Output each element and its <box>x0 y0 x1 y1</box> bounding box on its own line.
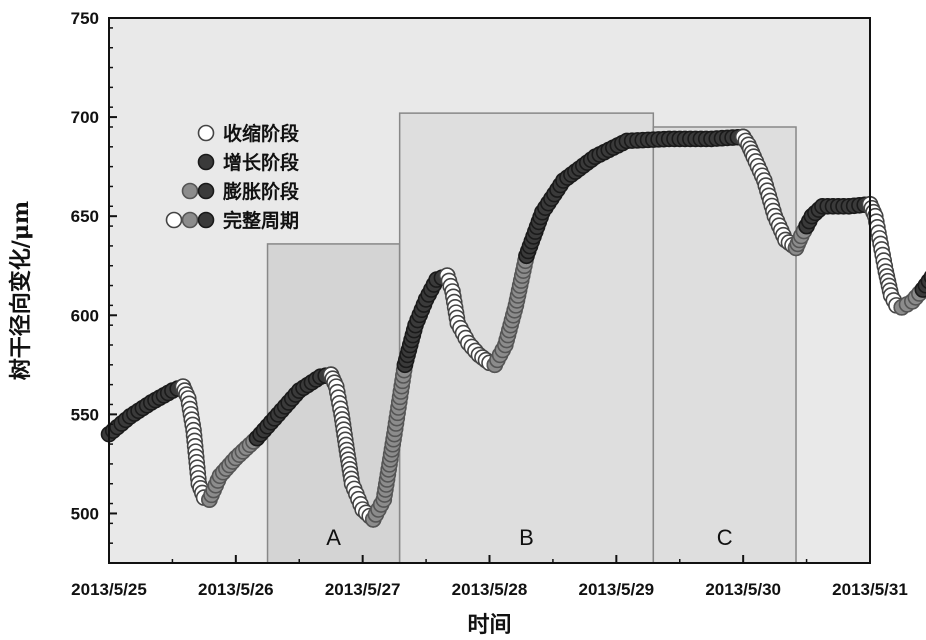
legend-marker-growth <box>197 211 215 229</box>
x-tick-label: 2013/5/25 <box>71 580 147 599</box>
y-axis: 500 550 600 650 700 750 <box>71 9 117 564</box>
region-b <box>398 112 655 564</box>
x-tick-label: 2013/5/30 <box>705 580 781 599</box>
legend-marker-growth <box>197 153 215 171</box>
legend-marker-growth <box>197 182 215 200</box>
x-axis-title: 时间 <box>467 612 511 638</box>
y-tick-label: 550 <box>71 405 99 424</box>
x-tick-label: 2013/5/31 <box>832 580 908 599</box>
x-tick-label: 2013/5/28 <box>452 580 528 599</box>
region-label-a: A <box>326 525 341 550</box>
y-tick-label: 700 <box>71 108 99 127</box>
y-tick-label: 600 <box>71 306 99 325</box>
y-tick-label: 650 <box>71 207 99 226</box>
legend-marker-expansion <box>181 211 199 229</box>
legend-label: 收缩阶段 <box>223 122 300 145</box>
x-tick-label: 2013/5/26 <box>198 580 274 599</box>
data-points <box>100 128 926 528</box>
region-label-c: C <box>717 525 733 550</box>
legend-marker-contraction <box>165 211 183 229</box>
y-axis-title: 树干径向变化/μm <box>8 201 34 380</box>
x-axis: 2013/5/25 2013/5/26 2013/5/27 2013/5/28 2013… <box>71 555 908 599</box>
legend-label: 增长阶段 <box>223 151 300 174</box>
y-tick-label: 750 <box>71 9 99 28</box>
y-tick-label: 500 <box>71 504 99 523</box>
legend-label: 膨胀阶段 <box>222 180 300 203</box>
x-tick-label: 2013/5/29 <box>579 580 655 599</box>
legend-marker-contraction <box>197 124 215 142</box>
legend-label: 完整周期 <box>223 209 299 232</box>
x-tick-label: 2013/5/27 <box>325 580 401 599</box>
region-label-b: B <box>519 525 534 550</box>
legend-marker-expansion <box>181 182 199 200</box>
